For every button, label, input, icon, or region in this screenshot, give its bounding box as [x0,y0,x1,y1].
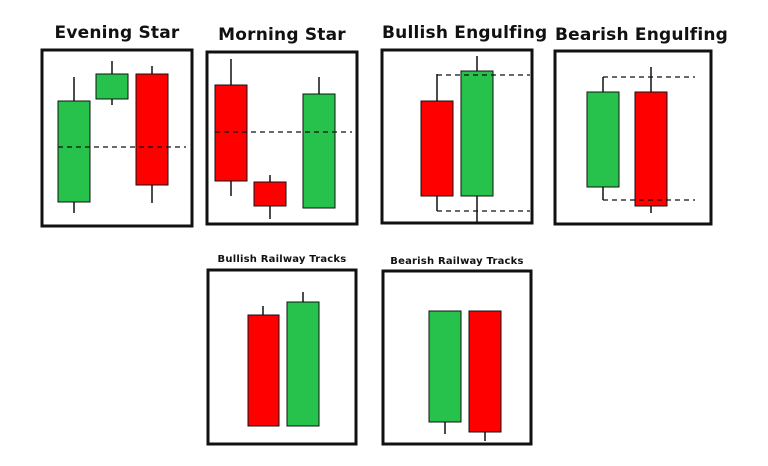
title-bullish-engulfing: Bullish Engulfing [382,23,548,43]
panel-bearish-engulfing [553,49,713,226]
panel-bullish-engulfing [380,48,534,225]
title-evening-star: Evening Star [54,23,180,43]
bullish-candle [428,310,462,423]
panel-frame [40,48,194,228]
bullish-candle [302,93,336,209]
title-bearish-railway-tracks: Bearish Railway Tracks [390,256,524,267]
title-bearish-engulfing: Bearish Engulfing [555,25,729,45]
panel-morning-star [205,50,359,226]
bearish-candle [420,100,454,197]
panel-frame [553,49,713,226]
panel-frame [206,268,358,446]
panel-frame [205,50,359,226]
bearish-candle [253,181,287,207]
bearish-candle [214,84,248,182]
bearish-candle [468,310,502,433]
panel-bearish-railway-tracks [381,269,533,446]
title-bullish-railway-tracks: Bullish Railway Tracks [217,254,347,265]
bearish-candle [247,314,280,427]
panel-evening-star [40,48,194,228]
bearish-candle [135,73,169,186]
bearish-candle [634,91,668,207]
title-morning-star: Morning Star [218,25,346,45]
bullish-candle [586,91,620,188]
bullish-candle [57,100,91,203]
panel-bullish-railway-tracks [206,268,358,446]
panel-frame [381,269,533,446]
bullish-candle [286,301,320,427]
panel-frame [380,48,534,225]
bullish-candle [95,73,129,100]
bullish-candle [460,70,494,197]
